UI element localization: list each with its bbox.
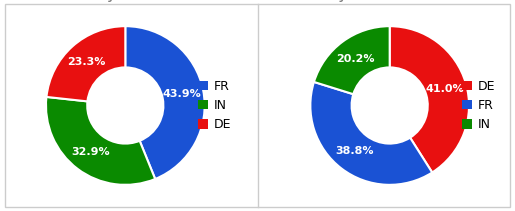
Wedge shape: [311, 82, 432, 185]
Wedge shape: [125, 26, 204, 179]
Legend: FR, IN, DE: FR, IN, DE: [195, 77, 234, 134]
Text: 41.0%: 41.0%: [426, 84, 465, 94]
Wedge shape: [46, 26, 125, 101]
Text: 23.3%: 23.3%: [67, 57, 106, 67]
Text: Yesterday: Yesterday: [36, 0, 117, 2]
Text: 32.9%: 32.9%: [71, 147, 110, 157]
Text: 43.9%: 43.9%: [163, 89, 201, 99]
Legend: DE, FR, IN: DE, FR, IN: [459, 77, 498, 134]
Text: 38.8%: 38.8%: [335, 146, 374, 157]
Wedge shape: [46, 97, 155, 185]
Wedge shape: [314, 26, 390, 94]
Text: Today: Today: [300, 0, 349, 2]
Wedge shape: [390, 26, 469, 172]
Text: 20.2%: 20.2%: [336, 54, 374, 64]
